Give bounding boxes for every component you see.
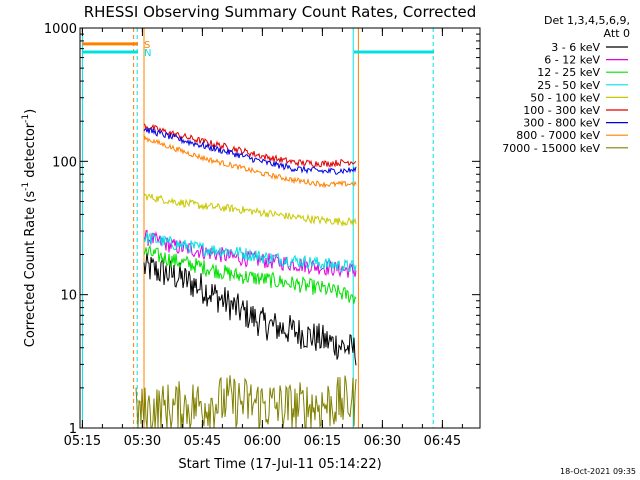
x-tick-label-1: 05:30	[124, 434, 161, 449]
y-axis-label-sup2: -1	[21, 114, 31, 123]
y-tick-label-1: 100	[52, 155, 77, 170]
y-axis-label: Corrected Count Rate (s-1 detector-1)	[21, 109, 38, 347]
y-tick-label-3: 1	[69, 422, 77, 437]
series-line-300-800kev	[143, 127, 357, 175]
legend-header-line1: Det 1,3,4,5,6,9,	[544, 14, 630, 27]
x-axis: 05:15 05:30 05:45 06:00 06:15 06:30 06:45	[64, 28, 463, 449]
chart-title: RHESSI Observing Summary Count Rates, Co…	[84, 3, 477, 21]
y-axis-label-end: )	[23, 109, 38, 114]
legend-label-0: 3 - 6 keV	[551, 41, 600, 54]
status-bar-label-0: S	[144, 40, 150, 51]
legend-label-1: 6 - 12 keV	[544, 54, 600, 67]
status-bar-label-1: N	[144, 48, 151, 59]
y-axis: 1000 100 10 1	[44, 22, 480, 437]
x-tick-label-5: 06:30	[364, 434, 401, 449]
y-axis-label-sup1: -1	[21, 182, 31, 191]
legend-header-line2: Att 0	[604, 27, 630, 40]
y-tick-label-0: 1000	[44, 22, 77, 37]
x-tick-label-3: 06:00	[244, 434, 281, 449]
y-axis-label-main: Corrected Count Rate (s	[23, 191, 38, 348]
y-tick-label-2: 10	[60, 289, 77, 304]
y-axis-label-mid: detector	[23, 122, 38, 182]
series-line-50-100kev	[143, 193, 357, 228]
timestamp: 18-Oct-2021 09:35	[560, 467, 636, 476]
x-axis-label: Start Time (17-Jul-11 05:14:22)	[178, 457, 381, 472]
x-tick-label-4: 06:15	[304, 434, 341, 449]
series-line-12-25kev	[143, 244, 357, 304]
legend-label-7: 800 - 7000 keV	[516, 129, 600, 142]
plot-area: SN	[81, 28, 434, 429]
series-line-25-50kev	[143, 231, 357, 274]
x-tick-label-2: 05:45	[184, 434, 221, 449]
series-line-7000-15000kev	[135, 375, 357, 429]
legend-label-6: 300 - 800 keV	[523, 117, 600, 130]
series-line-3-6kev	[143, 252, 357, 366]
legend-label-4: 50 - 100 keV	[530, 91, 600, 104]
series-line-800-7000kev	[143, 135, 357, 189]
plot-frame	[79, 27, 481, 429]
legend-label-5: 100 - 300 keV	[523, 104, 600, 117]
x-tick-label-6: 06:45	[424, 434, 461, 449]
series-line-6-12kev	[143, 229, 357, 278]
x-tick-label-0: 05:15	[64, 434, 101, 449]
legend-label-8: 7000 - 15000 keV	[502, 142, 600, 155]
series-line-100-300kev	[143, 123, 357, 168]
legend-label-2: 12 - 25 keV	[537, 66, 600, 79]
legend-label-3: 25 - 50 keV	[537, 79, 600, 92]
